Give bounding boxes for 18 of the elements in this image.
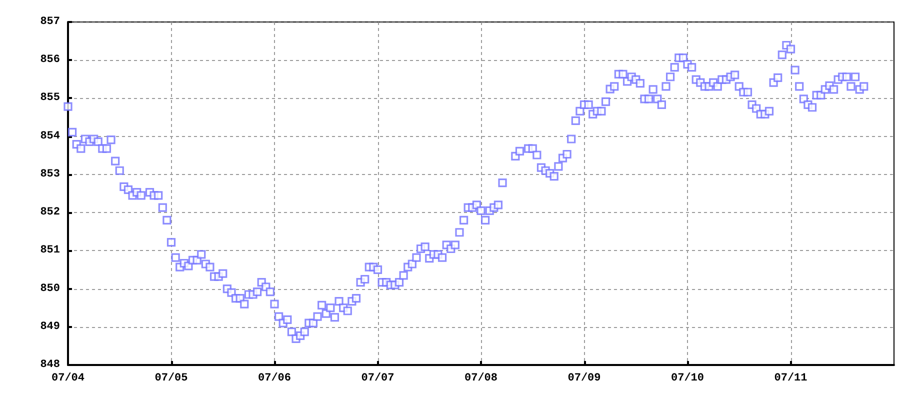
x-tick-label: 07/08 — [464, 372, 498, 384]
y-tick-label: 856 — [40, 54, 60, 66]
y-tick-label: 852 — [40, 206, 60, 219]
y-tick-label: 857 — [40, 16, 60, 28]
x-tick-label: 07/10 — [670, 372, 704, 384]
x-tick-label: 07/11 — [774, 372, 808, 384]
y-tick-label: 851 — [40, 244, 60, 257]
y-tick-label: 855 — [40, 92, 60, 104]
y-tick-label: 853 — [40, 168, 60, 180]
y-tick-label: 854 — [40, 130, 60, 142]
x-tick-label: 07/07 — [361, 372, 394, 384]
x-tick-label: 07/05 — [154, 372, 188, 384]
y-tick-label: 850 — [40, 282, 60, 295]
y-tick-label: 848 — [40, 359, 60, 371]
x-tick-label: 07/04 — [51, 372, 85, 384]
y-tick-label: 849 — [40, 320, 60, 333]
x-tick-label: 07/09 — [568, 372, 601, 384]
x-tick-label: 07/06 — [258, 372, 292, 384]
